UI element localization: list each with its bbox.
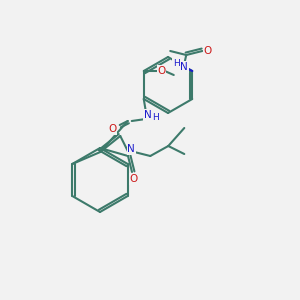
Text: N: N (180, 62, 188, 72)
Text: O: O (109, 124, 117, 134)
Text: N: N (128, 144, 135, 154)
Text: N: N (144, 110, 152, 120)
Text: H: H (173, 58, 180, 68)
Text: O: O (130, 174, 138, 184)
Text: O: O (203, 46, 212, 56)
Text: H: H (152, 113, 159, 122)
Text: O: O (158, 66, 166, 76)
